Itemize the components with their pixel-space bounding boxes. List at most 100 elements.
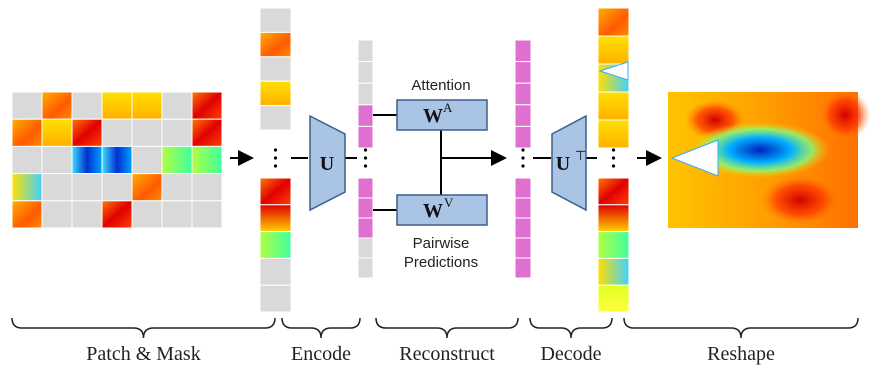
latent-token (358, 258, 373, 278)
stage-label: Patch & Mask (86, 343, 200, 365)
patch (162, 201, 192, 228)
patch-token (260, 285, 291, 312)
reconstructed-token (515, 238, 531, 258)
decoded-token (598, 258, 629, 285)
pairwise-caption: Predictions (404, 254, 478, 271)
patch (72, 201, 102, 228)
ellipsis-dot (274, 164, 277, 167)
reconstructed-token (515, 198, 531, 218)
reconstructed-token (515, 83, 531, 105)
latent-token (358, 40, 373, 62)
latent-token (358, 62, 373, 84)
decoded-token (598, 205, 629, 232)
ellipsis-dot (521, 164, 524, 167)
pairwise-superscript: V (444, 195, 454, 210)
attention-superscript: A (443, 100, 453, 115)
ellipsis-dot (612, 164, 615, 167)
ellipsis-dot (364, 164, 367, 167)
patch-token (260, 232, 291, 259)
patch (42, 174, 72, 201)
latent-token (358, 178, 373, 198)
latent-token (358, 83, 373, 105)
patch (12, 119, 42, 146)
stage-label: Reconstruct (399, 343, 495, 365)
reconstructed-token (515, 62, 531, 84)
decoded-token (598, 8, 629, 36)
ellipsis-dot (274, 148, 277, 151)
patch (12, 201, 42, 228)
reconstructed-token (515, 126, 531, 148)
patch-token (260, 205, 291, 232)
patch-token (260, 258, 291, 285)
patch (132, 92, 162, 119)
patch (12, 92, 42, 119)
patch (192, 174, 222, 201)
patch (12, 174, 42, 201)
patch (192, 119, 222, 146)
patch (102, 119, 132, 146)
pairwise-caption: Pairwise (413, 235, 470, 252)
reconstructed-token (515, 218, 531, 238)
patch (102, 146, 132, 173)
patch (72, 119, 102, 146)
decoded-token (598, 232, 629, 259)
reconstructed-token (515, 105, 531, 127)
ellipsis-dot (612, 156, 615, 159)
patch-token (260, 106, 291, 130)
patch (42, 92, 72, 119)
brace (530, 318, 612, 338)
patch (132, 146, 162, 173)
patch (192, 201, 222, 228)
patch (162, 146, 192, 173)
reconstructed-token (515, 178, 531, 198)
brace (624, 318, 858, 338)
patch (42, 201, 72, 228)
ellipsis-dot (612, 148, 615, 151)
attention-symbol: W (423, 105, 443, 127)
stage-label: Reshape (707, 343, 775, 365)
patch-token (260, 8, 291, 32)
patch (162, 174, 192, 201)
patch (102, 92, 132, 119)
decoded-token (598, 178, 629, 205)
patch-token (260, 178, 291, 205)
patch (72, 174, 102, 201)
decoded-token (598, 36, 629, 64)
patch (102, 201, 132, 228)
patch (192, 146, 222, 173)
patch (42, 119, 72, 146)
attention-caption: Attention (411, 77, 470, 94)
latent-token (358, 105, 373, 127)
diagram: U U ⊤ W A W V Attention Pairwise Predict… (0, 0, 870, 366)
reconstructed-token (515, 40, 531, 62)
ellipsis-dot (364, 156, 367, 159)
decoder-symbol: U (556, 153, 570, 175)
patch (42, 146, 72, 173)
decoded-token (598, 120, 629, 148)
stage-label: Decode (540, 343, 601, 365)
ellipsis-dot (521, 148, 524, 151)
pairwise-symbol: W (423, 200, 443, 222)
ellipsis-dot (521, 156, 524, 159)
patch (132, 119, 162, 146)
patch (132, 201, 162, 228)
reshaped-field (668, 90, 870, 228)
brace (282, 318, 360, 338)
patch-token (260, 32, 291, 56)
latent-token (358, 218, 373, 238)
reconstructed-token (515, 258, 531, 278)
patch (192, 92, 222, 119)
patch (132, 174, 162, 201)
patch-token (260, 81, 291, 105)
decoded-token (598, 92, 629, 120)
patch (162, 119, 192, 146)
patch-token (260, 57, 291, 81)
patch (102, 174, 132, 201)
patch (162, 92, 192, 119)
patch (72, 92, 102, 119)
brace (376, 318, 518, 338)
latent-token (358, 198, 373, 218)
brace (12, 318, 275, 338)
patch (12, 146, 42, 173)
